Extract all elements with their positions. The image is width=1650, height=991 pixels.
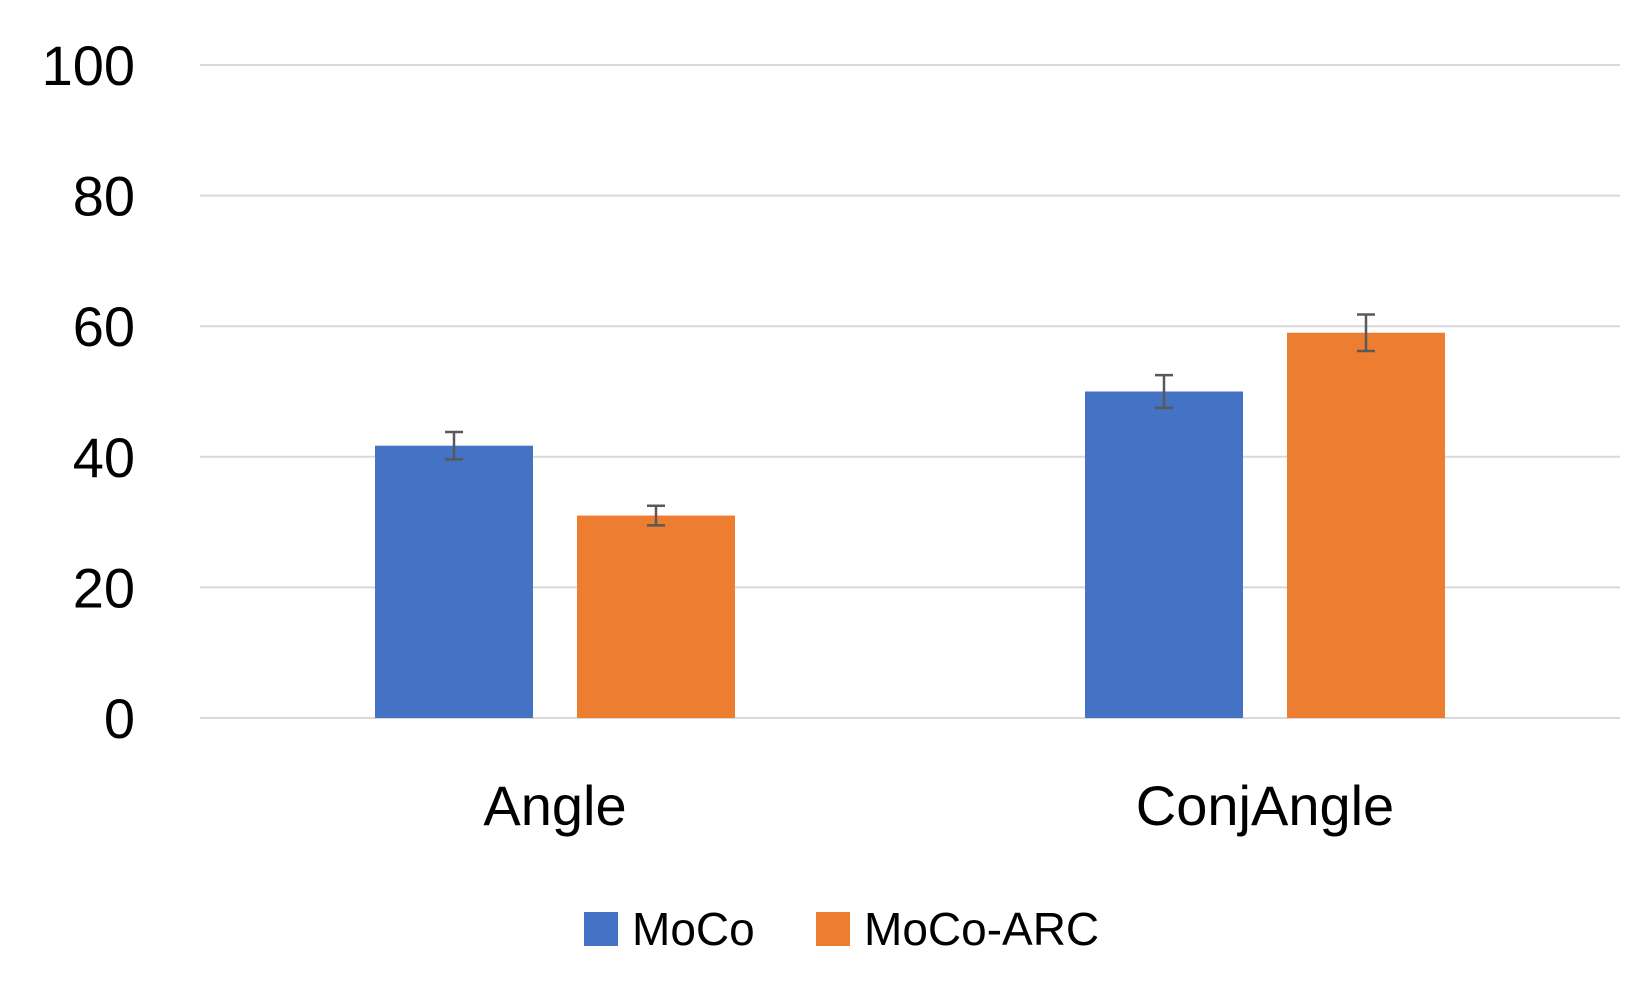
error-bar xyxy=(1357,313,1375,353)
bar-moco-arc-angle xyxy=(577,515,735,718)
bar-moco-arc-conjangle xyxy=(1287,332,1445,718)
y-tick-label: 0 xyxy=(104,687,135,750)
error-bar xyxy=(647,504,665,527)
bar-moco-conjangle xyxy=(1085,391,1243,718)
legend-item: MoCo-ARC xyxy=(816,903,1099,955)
legend: MoCo MoCo-ARC xyxy=(584,903,1099,955)
bars xyxy=(375,332,1445,718)
legend-swatch xyxy=(584,912,618,946)
y-tick-label: 20 xyxy=(73,556,135,619)
y-tick-label: 100 xyxy=(42,34,135,97)
x-axis-category-labels: Angle ConjAngle xyxy=(483,774,1394,837)
error-bar xyxy=(1155,373,1173,410)
error-bar xyxy=(445,430,463,461)
legend-label: MoCo-ARC xyxy=(864,903,1099,955)
bar-moco-angle xyxy=(375,445,533,718)
x-category-label: Angle xyxy=(483,774,626,837)
legend-label: MoCo xyxy=(632,903,755,955)
legend-item: MoCo xyxy=(584,903,755,955)
error-bars xyxy=(445,313,1375,527)
y-tick-label: 80 xyxy=(73,165,135,228)
x-category-label: ConjAngle xyxy=(1136,774,1394,837)
y-axis-tick-labels: 0 20 40 60 80 100 xyxy=(42,34,135,750)
y-tick-label: 60 xyxy=(73,295,135,358)
y-tick-label: 40 xyxy=(73,426,135,489)
legend-swatch xyxy=(816,912,850,946)
